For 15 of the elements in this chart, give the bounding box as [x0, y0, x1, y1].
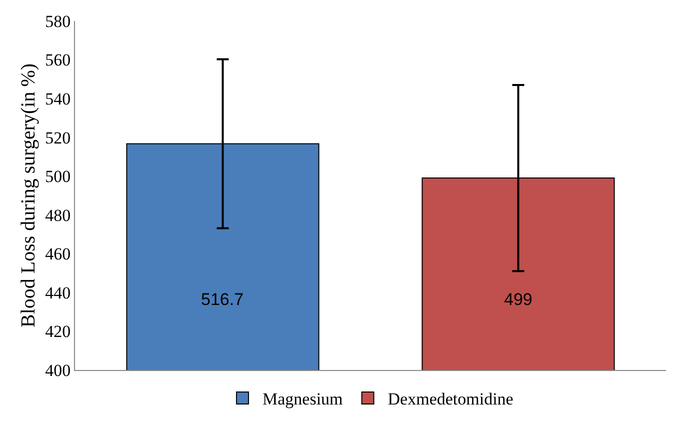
y-axis-title: Blood Loss during surgery(in %) [18, 63, 40, 328]
y-tick-label: 500 [45, 167, 71, 186]
y-tick-label: 560 [45, 50, 71, 70]
y-tick-label: 420 [45, 322, 71, 342]
legend-label: Magnesium [262, 390, 343, 409]
y-tick-label: 460 [45, 244, 71, 264]
y-tick-label: 480 [45, 206, 71, 225]
data-label: 499 [504, 290, 532, 309]
y-tick-label: 400 [45, 360, 71, 380]
y-tick-label: 540 [45, 90, 71, 109]
y-tick-label: 520 [45, 128, 71, 148]
data-label: 516.7 [201, 290, 244, 309]
y-tick-label: 580 [45, 12, 71, 31]
y-tick-label: 440 [45, 283, 71, 302]
legend-label: Dexmedetomidine [388, 390, 514, 409]
